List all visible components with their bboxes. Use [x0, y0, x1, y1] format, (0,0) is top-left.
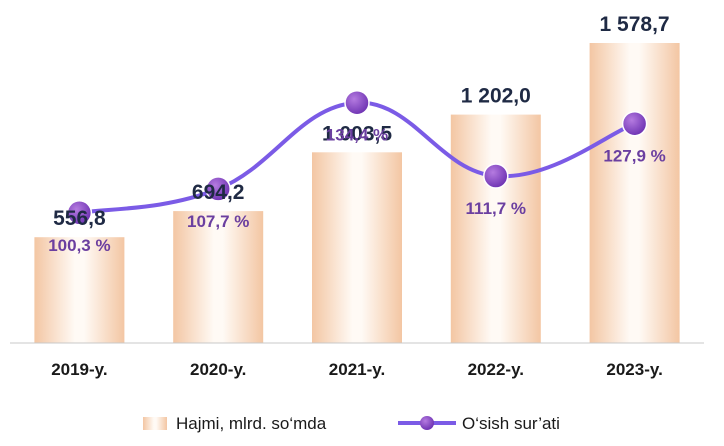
category-tick-label: 2021-y.: [329, 360, 385, 379]
line-value-label: 111,7 %: [466, 199, 527, 218]
line-point-marker: [66, 200, 93, 226]
legend-line-label: O‘sish sur’ati: [462, 414, 560, 433]
bar-value-label: 1 202,0: [461, 85, 531, 108]
category-labels: 2019-y. 2020-y. 2021-y. 2022-y. 2023-y.: [51, 360, 663, 379]
line-value-label: 100,3 %: [48, 236, 110, 255]
bar-value-label: 1 578,7: [600, 13, 670, 36]
bar: [34, 237, 125, 343]
line-value-labels: 100,3 % 107,7 % 134,4 % 111,7 % 127,9 %: [48, 126, 666, 255]
line-point-marker: [483, 163, 509, 189]
bar-value-labels: 556,8 694,2 1 003,5 1 202,0 1 578,7: [53, 13, 670, 230]
line-point-marker: [205, 176, 231, 202]
line-value-label: 134,4 %: [326, 126, 388, 145]
bar: [312, 152, 402, 343]
line-value-label: 107,7 %: [187, 212, 249, 231]
legend-bar-label: Hajmi, mlrd. so‘mda: [176, 414, 327, 433]
bar-value-label: 1 003,5: [322, 122, 392, 145]
line-point-marker: [344, 89, 370, 116]
legend-bar-swatch: [143, 417, 167, 430]
legend: Hajmi, mlrd. so‘mda O‘sish sur’ati: [143, 414, 560, 433]
bar-series: [34, 43, 680, 343]
bar: [589, 43, 680, 343]
category-tick-label: 2023-y.: [606, 360, 662, 379]
category-tick-label: 2020-y.: [190, 360, 246, 379]
legend-line-marker: [420, 416, 434, 430]
bar: [450, 114, 541, 343]
line-value-label: 127,9 %: [603, 147, 665, 166]
bar: [173, 211, 264, 343]
bar-value-label: 556,8: [53, 207, 106, 230]
growth-line-series: [66, 89, 648, 226]
category-tick-label: 2019-y.: [51, 360, 107, 379]
line-point-marker: [621, 110, 648, 137]
category-tick-label: 2022-y.: [468, 360, 524, 379]
bar-value-label: 694,2: [192, 181, 245, 204]
